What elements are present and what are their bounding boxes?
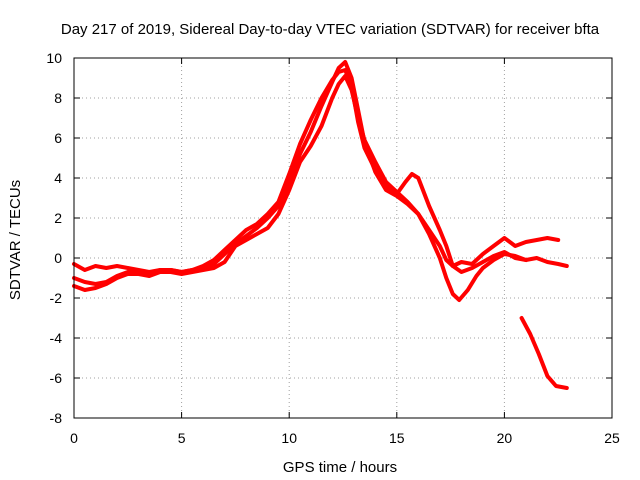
series-line-track-3 — [72, 74, 528, 302]
y-tick-label: 4 — [54, 170, 62, 186]
y-axis-label: SDTVAR / TECUs — [7, 180, 24, 300]
x-tick-label: 15 — [389, 430, 405, 446]
chart-title: Day 217 of 2019, Sidereal Day-to-day VTE… — [61, 21, 600, 38]
x-tick-label: 0 — [70, 430, 78, 446]
x-tick-label: 20 — [497, 430, 513, 446]
tick-layer: 0 5 10 15 20 25 -8 -6 -4 -2 0 2 4 6 8 10 — [46, 50, 620, 446]
y-tick-label: 6 — [54, 130, 62, 146]
x-tick-label: 10 — [281, 430, 297, 446]
y-tick-label: -6 — [50, 370, 63, 386]
y-tick-label: 2 — [54, 210, 62, 226]
x-tick-label: 25 — [604, 430, 620, 446]
plot-frame — [73, 57, 613, 419]
x-tick-label: 5 — [178, 430, 186, 446]
series-layer — [72, 60, 569, 390]
x-axis-label: GPS time / hours — [283, 459, 397, 476]
y-tick-label: 10 — [46, 50, 62, 66]
y-tick-label: -8 — [50, 410, 63, 426]
y-tick-label: -4 — [50, 330, 63, 346]
y-tick-label: 8 — [54, 90, 62, 106]
y-tick-label: -2 — [50, 290, 63, 306]
series-line-track-2 — [72, 68, 569, 286]
grid-layer — [74, 58, 612, 418]
series-line-track-1 — [72, 60, 561, 274]
series-line-track-4 — [519, 316, 569, 390]
y-tick-label: 0 — [54, 250, 62, 266]
